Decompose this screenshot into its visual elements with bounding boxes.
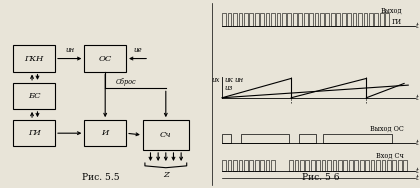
Text: ГИ: ГИ bbox=[28, 129, 40, 137]
Bar bbox=[369, 13, 373, 26]
Bar bbox=[260, 13, 264, 26]
Bar bbox=[323, 134, 391, 143]
Bar bbox=[244, 160, 248, 171]
Text: ОС: ОС bbox=[99, 55, 112, 63]
Bar bbox=[266, 160, 270, 171]
Bar bbox=[294, 160, 298, 171]
Text: Вход Сч: Вход Сч bbox=[376, 152, 404, 160]
Bar bbox=[392, 160, 396, 171]
Bar bbox=[365, 160, 369, 171]
Text: uх: uх bbox=[212, 76, 220, 84]
Bar bbox=[315, 13, 318, 26]
Bar bbox=[13, 120, 55, 146]
Bar bbox=[241, 134, 289, 143]
Bar bbox=[222, 160, 226, 171]
Bar bbox=[233, 160, 237, 171]
Bar bbox=[320, 13, 324, 26]
Bar bbox=[300, 160, 304, 171]
Bar bbox=[347, 13, 351, 26]
Bar bbox=[336, 13, 340, 26]
Bar bbox=[305, 160, 309, 171]
Text: Рис. 5.5: Рис. 5.5 bbox=[82, 173, 120, 182]
Bar bbox=[249, 160, 253, 171]
Bar bbox=[84, 45, 126, 72]
Bar bbox=[380, 13, 383, 26]
Text: uе: uе bbox=[134, 46, 142, 54]
Bar bbox=[333, 160, 336, 171]
Bar bbox=[311, 160, 315, 171]
Bar bbox=[244, 13, 248, 26]
Bar bbox=[387, 160, 391, 171]
Bar bbox=[403, 160, 407, 171]
Text: Выход ОС: Выход ОС bbox=[370, 125, 404, 133]
Bar bbox=[298, 13, 302, 26]
Text: uз: uз bbox=[224, 84, 233, 92]
Text: t: t bbox=[416, 94, 419, 102]
Text: Рис. 5 6: Рис. 5 6 bbox=[302, 173, 339, 182]
Bar bbox=[282, 13, 286, 26]
Bar bbox=[143, 120, 189, 150]
Bar bbox=[222, 13, 226, 26]
Bar bbox=[342, 13, 346, 26]
Bar bbox=[255, 160, 259, 171]
Bar bbox=[354, 160, 358, 171]
Bar bbox=[249, 13, 253, 26]
Bar bbox=[331, 13, 335, 26]
Bar bbox=[326, 13, 329, 26]
Bar bbox=[13, 83, 55, 109]
Text: t: t bbox=[416, 174, 419, 182]
Bar bbox=[364, 13, 368, 26]
Text: И: И bbox=[102, 129, 109, 137]
Bar bbox=[322, 160, 326, 171]
Bar bbox=[349, 160, 353, 171]
Text: Сброс: Сброс bbox=[116, 78, 136, 86]
Bar bbox=[239, 13, 242, 26]
Text: uн: uн bbox=[65, 46, 74, 54]
Text: Выход: Выход bbox=[381, 7, 402, 15]
Bar bbox=[381, 160, 385, 171]
Bar bbox=[376, 160, 380, 171]
Bar bbox=[370, 160, 374, 171]
Text: uк: uк bbox=[224, 76, 233, 84]
Bar bbox=[228, 160, 231, 171]
Text: t: t bbox=[416, 167, 419, 174]
Bar bbox=[299, 134, 316, 143]
Bar bbox=[398, 160, 402, 171]
Bar bbox=[271, 160, 275, 171]
Bar bbox=[255, 13, 259, 26]
Bar bbox=[344, 160, 347, 171]
Bar bbox=[222, 134, 231, 143]
Bar bbox=[316, 160, 320, 171]
Bar bbox=[228, 13, 231, 26]
Bar bbox=[309, 13, 313, 26]
Bar bbox=[13, 45, 55, 72]
Bar bbox=[327, 160, 331, 171]
Bar bbox=[239, 160, 242, 171]
Text: uн: uн bbox=[234, 76, 244, 84]
Bar bbox=[374, 13, 378, 26]
Bar bbox=[289, 160, 293, 171]
Bar bbox=[266, 13, 270, 26]
Bar bbox=[271, 13, 275, 26]
Bar bbox=[287, 13, 291, 26]
Bar bbox=[277, 13, 280, 26]
Bar bbox=[233, 13, 237, 26]
Bar bbox=[385, 13, 389, 26]
Bar bbox=[360, 160, 364, 171]
Bar bbox=[293, 13, 297, 26]
Text: БС: БС bbox=[28, 92, 40, 100]
Bar bbox=[353, 13, 357, 26]
Text: Z: Z bbox=[163, 171, 169, 179]
Text: ГКН: ГКН bbox=[24, 55, 44, 63]
Bar bbox=[338, 160, 342, 171]
Bar bbox=[84, 120, 126, 146]
Bar bbox=[304, 13, 307, 26]
Text: Сч: Сч bbox=[160, 131, 172, 139]
Text: t: t bbox=[416, 139, 419, 147]
Bar bbox=[260, 160, 264, 171]
Text: ГИ: ГИ bbox=[392, 18, 402, 26]
Text: t: t bbox=[416, 22, 419, 30]
Bar bbox=[358, 13, 362, 26]
